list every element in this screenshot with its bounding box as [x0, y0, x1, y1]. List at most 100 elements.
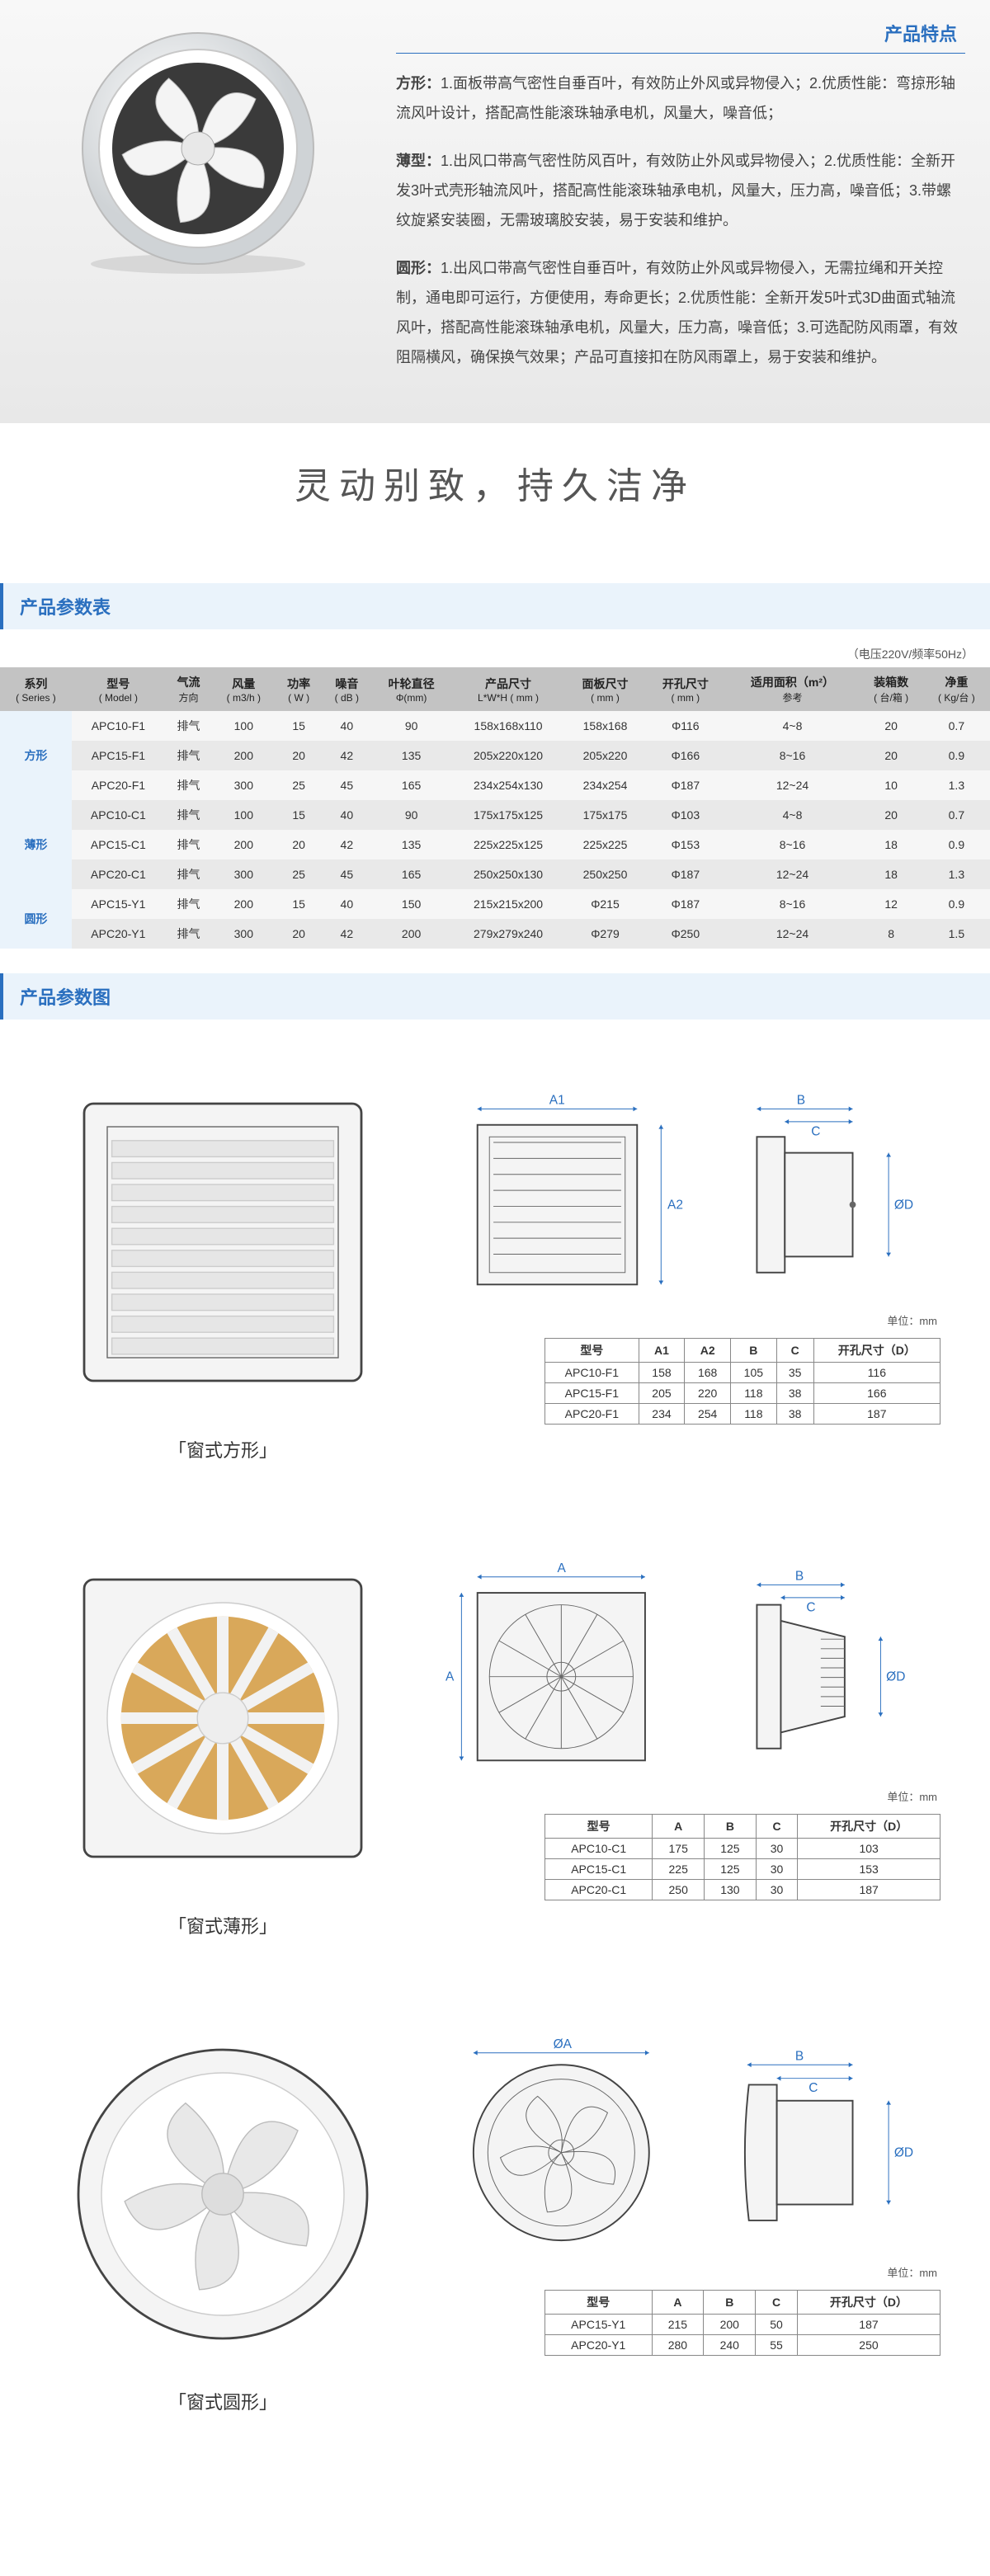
spec-cell: 15 [275, 800, 322, 830]
spec-cell: Φ215 [565, 889, 645, 919]
spec-cell: 20 [859, 711, 922, 741]
dim-cell: 200 [704, 2315, 756, 2335]
spec-cell: Φ279 [565, 919, 645, 949]
spec-col-header: 净重( Kg/台 ) [923, 667, 990, 711]
dim-cell: 158 [639, 1363, 685, 1383]
spec-note: （电压220V/频率50Hz） [0, 646, 990, 667]
spec-cell: 12~24 [726, 859, 860, 889]
spec-cell: 1.3 [923, 859, 990, 889]
spec-cell: 8~16 [726, 830, 860, 859]
dim-cell: 175 [653, 1839, 705, 1859]
dim-cell: 254 [685, 1404, 731, 1425]
dim-cell: 225 [653, 1859, 705, 1880]
dim-cell: 105 [731, 1363, 777, 1383]
spec-cell: 25 [275, 859, 322, 889]
spec-cell: 排气 [165, 800, 212, 830]
spec-cell: 排气 [165, 770, 212, 800]
spec-cell: 8~16 [726, 741, 860, 770]
spec-cell: 42 [323, 741, 371, 770]
diagram-block: 「窗式薄形」AABCØD单位：mm型号ABC开孔尺寸（D）APC10-C1175… [0, 1512, 990, 1988]
dim-cell: 168 [685, 1363, 731, 1383]
dim-cell: APC10-F1 [545, 1363, 639, 1383]
dim-cell: APC10-C1 [545, 1839, 653, 1859]
dim-cell: 166 [813, 1383, 940, 1404]
spec-col-header: 风量( m3/h ) [212, 667, 275, 711]
dim-table: 型号A1A2BC开孔尺寸（D）APC10-F115816810535116APC… [544, 1338, 940, 1425]
spec-cell: 279x279x240 [451, 919, 565, 949]
svg-text:B: B [795, 1570, 804, 1584]
diagram-dimensions: A1A2BCØD单位：mm型号A1A2BC开孔尺寸（D）APC10-F11581… [446, 1069, 940, 1425]
dim-th: B [731, 1339, 777, 1363]
spec-col-header: 产品尺寸L*W*H ( mm ) [451, 667, 565, 711]
hero-text: 产品特点 方形：1.面板带高气密性自垂百叶，有效防止外风或异物侵入；2.优质性能… [396, 16, 965, 390]
spec-cell: 175x175x125 [451, 800, 565, 830]
spec-cell: 100 [212, 800, 275, 830]
spec-row: APC15-F1排气2002042135205x220x120205x220Φ1… [0, 741, 990, 770]
diagram-block: 「窗式圆形」ØABCØD单位：mm型号ABC开孔尺寸（D）APC15-Y1215… [0, 1988, 990, 2464]
dim-cell: 30 [756, 1880, 798, 1900]
svg-text:C: C [806, 1600, 815, 1614]
svg-text:A: A [557, 1561, 566, 1575]
spec-cell: 250x250x130 [451, 859, 565, 889]
dim-row: APC20-F123425411838187 [545, 1404, 940, 1425]
spec-cell: 165 [371, 770, 451, 800]
spec-cell: APC20-F1 [72, 770, 165, 800]
dim-row: APC20-Y128024055250 [545, 2335, 940, 2356]
spec-cell: 158x168 [565, 711, 645, 741]
spec-cell: 135 [371, 741, 451, 770]
spec-cell: 135 [371, 830, 451, 859]
dim-cell: 215 [652, 2315, 704, 2335]
spec-cell: 40 [323, 711, 371, 741]
dim-cell: 130 [705, 1880, 757, 1900]
dim-cell: 50 [756, 2315, 798, 2335]
hero-paragraphs: 方形：1.面板带高气密性自垂百叶，有效防止外风或异物侵入；2.优质性能：弯掠形轴… [396, 68, 965, 372]
diagram-dimensions: ØABCØD单位：mm型号ABC开孔尺寸（D）APC15-Y1215200501… [446, 2021, 940, 2356]
spec-cell: Φ187 [645, 770, 725, 800]
dim-th: C [776, 1339, 813, 1363]
spec-cell: Φ187 [645, 889, 725, 919]
dim-th: 型号 [545, 1339, 639, 1363]
dim-cell: APC15-F1 [545, 1383, 639, 1404]
spec-series-cell: 方形 [0, 711, 72, 800]
spec-cell: 1.5 [923, 919, 990, 949]
dim-th: A1 [639, 1339, 685, 1363]
dim-row: APC10-F115816810535116 [545, 1363, 940, 1383]
dim-unit: 单位：mm [446, 2264, 940, 2280]
diagram-caption: 「窗式方形」 [50, 1436, 396, 1462]
dim-cell: 187 [798, 1880, 940, 1900]
dim-th: 开孔尺寸（D） [798, 1815, 940, 1839]
dim-cell: 220 [685, 1383, 731, 1404]
section-title-spec: 产品参数表 [0, 583, 990, 629]
spec-cell: 0.9 [923, 889, 990, 919]
spec-cell: 300 [212, 919, 275, 949]
svg-text:ØD: ØD [894, 2146, 913, 2160]
hero-fan-image [25, 16, 371, 280]
spec-cell: 排气 [165, 741, 212, 770]
dim-th: A [652, 2291, 704, 2315]
dim-unit: 单位：mm [446, 1312, 940, 1328]
svg-text:B: B [797, 1094, 805, 1108]
dim-th: C [756, 2291, 798, 2315]
dim-cell: 103 [798, 1839, 940, 1859]
spec-cell: 20 [859, 741, 922, 770]
diagram-product-image: 「窗式圆形」 [50, 2021, 396, 2414]
diagram-product-image: 「窗式薄形」 [50, 1545, 396, 1938]
spec-cell: 20 [275, 741, 322, 770]
spec-cell: 200 [212, 889, 275, 919]
dim-th: 开孔尺寸（D） [797, 2291, 940, 2315]
spec-cell: 200 [212, 741, 275, 770]
tagline: 灵动别致，持久洁净 [0, 423, 990, 558]
dim-cell: 118 [731, 1404, 777, 1425]
dim-table: 型号ABC开孔尺寸（D）APC15-Y121520050187APC20-Y12… [544, 2290, 940, 2356]
dim-cell: 55 [756, 2335, 798, 2356]
spec-cell: 25 [275, 770, 322, 800]
spec-row: APC15-C1排气2002042135225x225x125225x225Φ1… [0, 830, 990, 859]
spec-cell: Φ166 [645, 741, 725, 770]
spec-cell: 0.9 [923, 830, 990, 859]
dim-th: B [705, 1815, 757, 1839]
spec-col-header: 叶轮直径Φ(mm) [371, 667, 451, 711]
spec-cell: 8~16 [726, 889, 860, 919]
spec-cell: 10 [859, 770, 922, 800]
diagram-caption: 「窗式圆形」 [50, 2388, 396, 2414]
spec-cell: 300 [212, 770, 275, 800]
